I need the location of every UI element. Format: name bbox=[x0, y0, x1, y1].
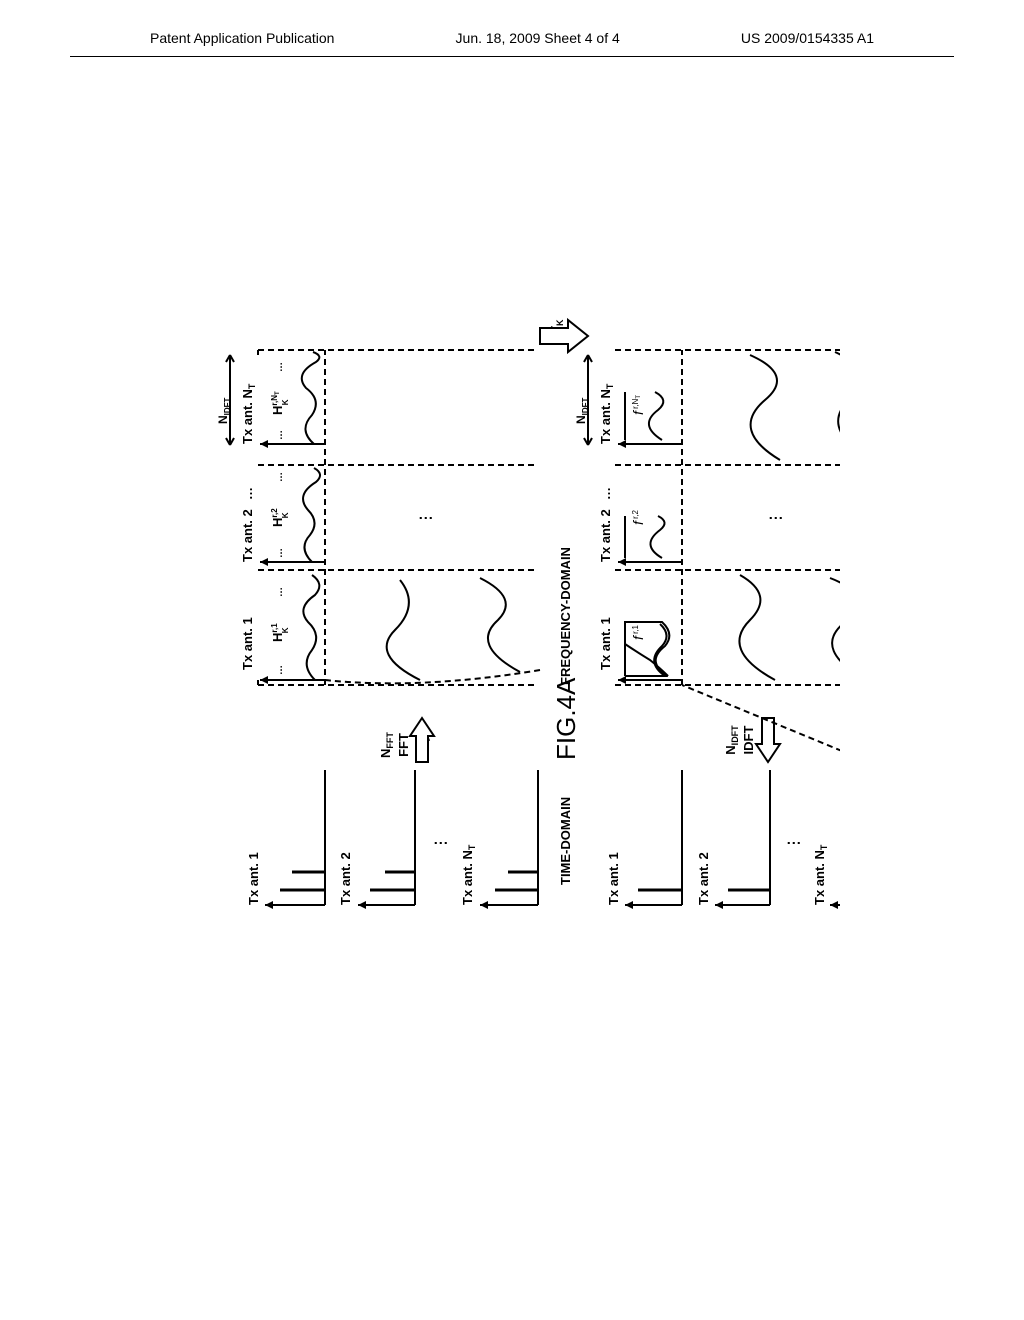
txant2-label: Tx ant. 2 bbox=[338, 852, 353, 905]
svg-text:…: … bbox=[274, 362, 285, 372]
txant2b-label: Tx ant. 2 bbox=[696, 852, 711, 905]
f2: f r,2 bbox=[630, 509, 646, 525]
fig4a-title: FIG.4A bbox=[551, 677, 581, 760]
txantnb-label: Tx ant. NT bbox=[812, 844, 829, 905]
nidft-lbl-b: NIDFT bbox=[574, 397, 590, 424]
svg-text:…: … bbox=[274, 548, 285, 558]
freq-domain-label: FREQUENCY-DOMAIN bbox=[558, 547, 573, 685]
freq-txn: Tx ant. NT bbox=[240, 383, 257, 444]
h2: Hr,2K bbox=[270, 508, 290, 527]
svg-text:…: … bbox=[274, 587, 285, 597]
h1: Hr,1K bbox=[270, 623, 290, 642]
freq-dots: … bbox=[240, 487, 255, 500]
fig4a-group: Tx ant. 1 Tx ant. 2 ⋮ Tx ant. NT NFFT FF… bbox=[216, 350, 540, 909]
fig4b-group: Tx ant. 1 Tx ant. 2 ⋮ Tx ant. NT NIDFT I… bbox=[574, 350, 840, 909]
freq-tx1b: Tx ant. 1 bbox=[598, 617, 613, 670]
time-domain-label: TIME-DOMAIN bbox=[558, 797, 573, 885]
vdots-4a: ⋮ bbox=[432, 836, 448, 850]
header-right: US 2009/0154335 A1 bbox=[741, 30, 874, 46]
freq-txnb: Tx ant. NT bbox=[598, 383, 615, 444]
hn: Hr,NTK bbox=[270, 391, 290, 415]
center-dots-4b: ⋮ bbox=[767, 511, 783, 525]
freq-dotsb: … bbox=[598, 487, 613, 500]
txant1-label: Tx ant. 1 bbox=[246, 852, 261, 905]
header-left: Patent Application Publication bbox=[150, 30, 334, 46]
figure-container: Tx ant. 1 Tx ant. 2 ⋮ Tx ant. NT NFFT FF… bbox=[200, 300, 840, 940]
freq-tx2b: Tx ant. 2 bbox=[598, 509, 613, 562]
figure-svg: Tx ant. 1 Tx ant. 2 ⋮ Tx ant. NT NFFT FF… bbox=[200, 300, 840, 940]
txantn-label: Tx ant. NT bbox=[460, 844, 477, 905]
svg-text:…: … bbox=[274, 430, 285, 440]
fn: f r,NT bbox=[630, 395, 646, 415]
f1: f r,1 bbox=[630, 624, 646, 640]
nidft-lbl: NIDFT bbox=[216, 397, 232, 424]
header-center: Jun. 18, 2009 Sheet 4 of 4 bbox=[456, 30, 620, 46]
hdots1: … bbox=[274, 665, 285, 675]
nfft-label: NFFT bbox=[378, 732, 395, 758]
svg-text:…: … bbox=[274, 472, 285, 482]
page-header: Patent Application Publication Jun. 18, … bbox=[70, 0, 954, 57]
freq-tx1: Tx ant. 1 bbox=[240, 617, 255, 670]
idft-b-label: IDFT bbox=[741, 726, 756, 755]
freq-tx2: Tx ant. 2 bbox=[240, 509, 255, 562]
vdots-4b: ⋮ bbox=[785, 836, 801, 850]
center-dots-4a: ⋮ bbox=[417, 511, 433, 525]
nidft-b-label: NIDFT bbox=[723, 725, 740, 755]
txant1b-label: Tx ant. 1 bbox=[606, 852, 621, 905]
